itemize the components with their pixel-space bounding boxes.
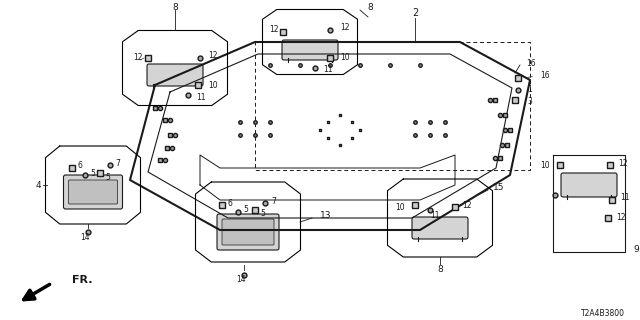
Text: 12: 12 [616, 213, 625, 222]
Text: 12: 12 [133, 53, 143, 62]
FancyBboxPatch shape [217, 214, 279, 250]
Text: 9: 9 [633, 245, 639, 254]
Text: 5: 5 [260, 210, 266, 219]
FancyBboxPatch shape [561, 173, 617, 197]
Text: 1: 1 [527, 85, 532, 94]
Text: 12: 12 [208, 51, 218, 60]
Text: 6: 6 [77, 162, 83, 171]
Text: 5: 5 [106, 172, 111, 181]
Text: 10: 10 [208, 81, 218, 90]
Text: 15: 15 [493, 183, 504, 193]
Text: 10: 10 [396, 204, 405, 212]
Text: 11: 11 [196, 93, 205, 102]
Text: 7: 7 [271, 196, 276, 205]
FancyBboxPatch shape [282, 40, 338, 60]
Text: 5: 5 [244, 205, 248, 214]
Text: 13: 13 [320, 212, 332, 220]
Text: 8: 8 [367, 4, 373, 12]
Text: 12: 12 [269, 26, 279, 35]
Text: 11: 11 [620, 194, 630, 203]
Text: 16: 16 [526, 59, 536, 68]
FancyBboxPatch shape [68, 180, 118, 204]
Text: 4: 4 [35, 180, 41, 189]
Text: 14: 14 [80, 233, 90, 242]
Text: FR.: FR. [72, 275, 93, 285]
Text: 7: 7 [116, 158, 120, 167]
Text: 8: 8 [172, 3, 178, 12]
Text: 2: 2 [412, 8, 418, 18]
Text: 11: 11 [323, 66, 333, 75]
Text: 11: 11 [430, 211, 440, 220]
Text: 12: 12 [340, 23, 349, 33]
Text: 14: 14 [236, 276, 246, 284]
FancyBboxPatch shape [412, 217, 468, 239]
Text: 12: 12 [462, 201, 472, 210]
Text: 3: 3 [527, 98, 532, 107]
Text: 8: 8 [437, 266, 443, 275]
FancyBboxPatch shape [222, 219, 274, 245]
Text: 12: 12 [618, 158, 627, 167]
Text: 10: 10 [340, 53, 349, 62]
Text: 5: 5 [91, 169, 95, 178]
Text: 10: 10 [540, 161, 550, 170]
Text: T2A4B3800: T2A4B3800 [581, 308, 625, 317]
Text: 6: 6 [228, 198, 232, 207]
Text: 16: 16 [540, 71, 550, 81]
FancyBboxPatch shape [147, 64, 203, 86]
FancyBboxPatch shape [63, 175, 122, 209]
